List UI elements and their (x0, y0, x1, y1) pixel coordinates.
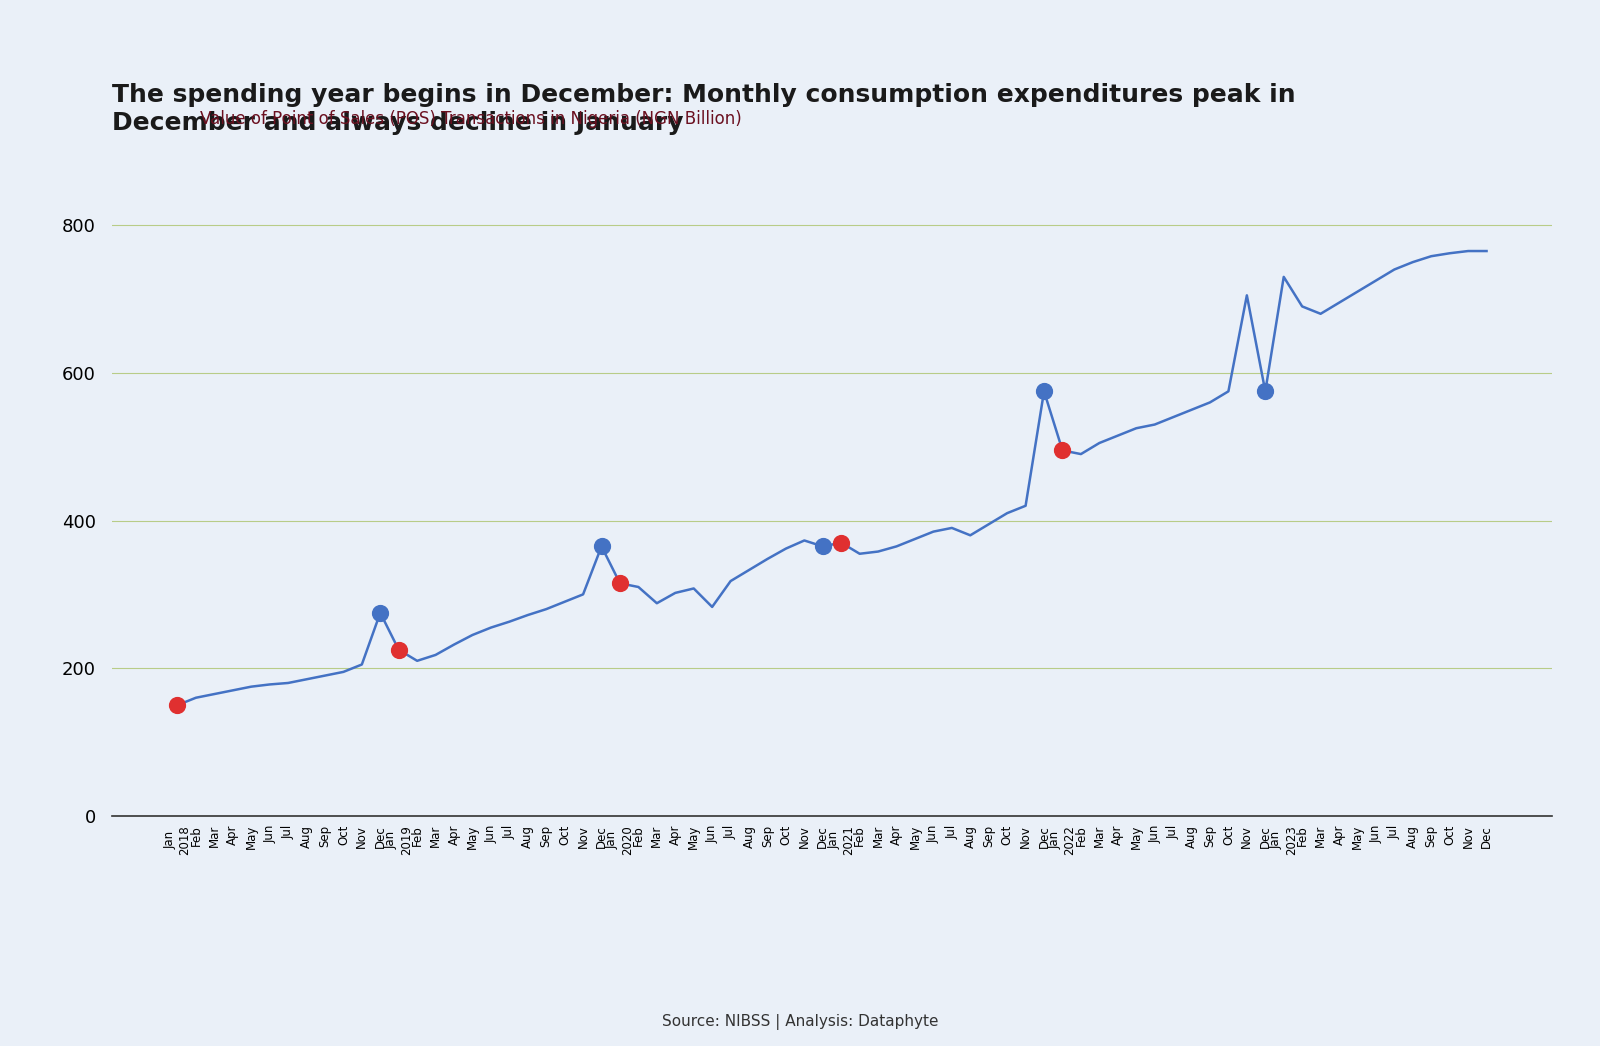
Text: The spending year begins in December: Monthly consumption expenditures peak in
D: The spending year begins in December: Mo… (112, 83, 1296, 135)
Point (165, 697, 190, 713)
Point (386, 641, 411, 658)
Point (589, 538, 614, 554)
Text: Value of Point of Sales (POS) Transactions in Nigeria (NGN Billion): Value of Point of Sales (POS) Transactio… (200, 110, 742, 128)
Point (606, 575, 632, 592)
Point (1032, 383, 1058, 400)
Point (829, 535, 854, 551)
Point (1253, 383, 1278, 400)
Text: Source: NIBSS | Analysis: Dataphyte: Source: NIBSS | Analysis: Dataphyte (662, 1015, 938, 1030)
Point (810, 538, 835, 554)
Point (1050, 442, 1075, 459)
Point (368, 605, 394, 621)
